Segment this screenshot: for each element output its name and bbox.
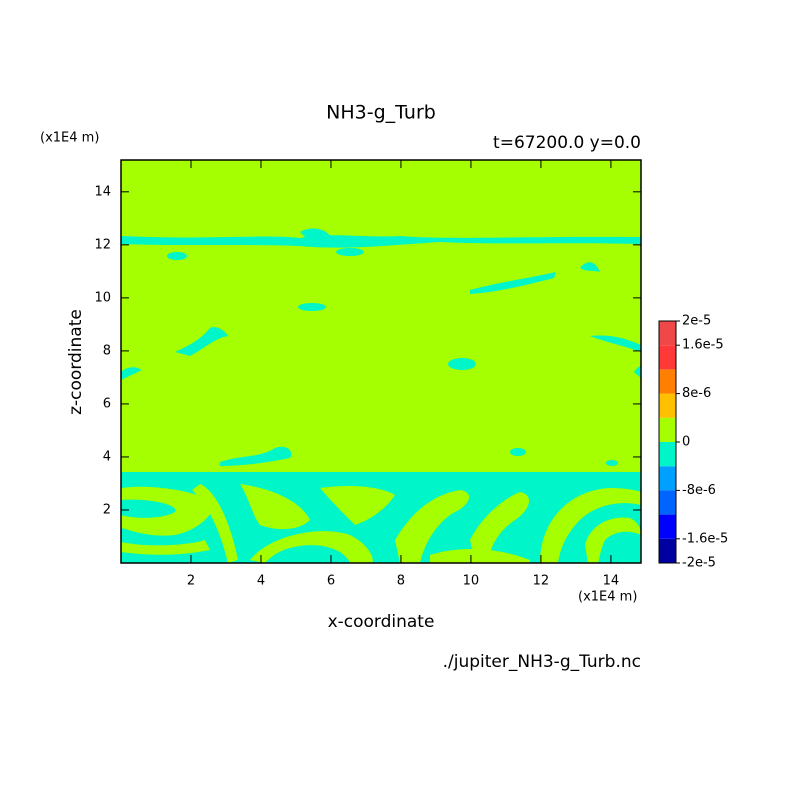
colorbar-tick-label: 2e-5 (682, 314, 711, 329)
source-label: ./jupiter_NH3-g_Turb.nc (443, 652, 641, 672)
contour-region (175, 327, 228, 356)
y-tick-label: 10 (94, 290, 111, 305)
contour-region (470, 492, 530, 563)
contour-region (240, 484, 310, 530)
contour-region (192, 484, 238, 563)
colorbar-box (659, 393, 676, 418)
contour-region (121, 486, 213, 536)
x-tick-label: 12 (533, 574, 550, 589)
x-tick-label: 6 (327, 574, 335, 589)
contour-region (430, 548, 530, 563)
colorbar-box (659, 321, 676, 346)
x-tick-label: 4 (257, 574, 265, 589)
y-tick-label: 6 (103, 396, 111, 411)
contour-region (121, 540, 210, 555)
contour-region (448, 358, 476, 370)
contour-region (336, 248, 364, 256)
x-tick-label: 8 (397, 574, 405, 589)
plot-frame (120, 159, 642, 564)
colorbar-box (659, 466, 676, 491)
contour-region (585, 517, 641, 563)
x-unit: (x1E4 m) (578, 590, 637, 605)
contour-region (580, 262, 600, 272)
contour-region (300, 228, 330, 242)
y-unit: (x1E4 m) (40, 131, 99, 146)
contour-region (298, 303, 326, 311)
contour-region (320, 486, 395, 525)
contour-region (590, 335, 641, 352)
colorbar-box (659, 442, 676, 467)
chart-title: NH3-g_Turb (326, 102, 436, 124)
contour-region (121, 367, 142, 380)
contour-region (606, 460, 618, 466)
colorbar-box (659, 538, 676, 563)
colorbar-tick-label: 1.6e-5 (682, 338, 724, 353)
colorbar-box (659, 417, 676, 442)
x-tick-label: 2 (187, 574, 195, 589)
x-axis-label: x-coordinate (328, 612, 435, 632)
y-tick-label: 8 (103, 343, 111, 358)
colorbar-tick-label: -2e-5 (682, 556, 716, 571)
colorbar-tick-label: -8e-6 (682, 483, 716, 498)
colorbar-box (659, 490, 676, 515)
y-tick-label: 4 (103, 449, 111, 464)
chart-subtitle: t=67200.0 y=0.0 (493, 133, 641, 153)
contour-region (540, 488, 641, 563)
colorbar-box (659, 369, 676, 394)
x-tick-label: 10 (463, 574, 480, 589)
contour-region (510, 448, 526, 456)
contour-region (250, 531, 373, 563)
colorbar-box (659, 514, 676, 539)
y-tick-label: 14 (94, 184, 111, 199)
contour-region (121, 235, 641, 248)
colorbar-tick-label: -1.6e-5 (682, 531, 728, 546)
contour-region (634, 366, 641, 378)
contour-region (470, 272, 556, 294)
y-axis-label: z-coordinate (66, 309, 86, 415)
contour-field (121, 160, 641, 563)
y-tick-label: 2 (103, 502, 111, 517)
colorbar-tick-label: 8e-6 (682, 386, 711, 401)
x-tick-label: 14 (603, 574, 620, 589)
contour-region (395, 490, 470, 563)
contour-region (220, 446, 292, 466)
contour-region (167, 252, 187, 260)
colorbar-box (659, 345, 676, 370)
y-tick-label: 12 (94, 237, 111, 252)
colorbar-tick-label: 0 (682, 435, 690, 450)
